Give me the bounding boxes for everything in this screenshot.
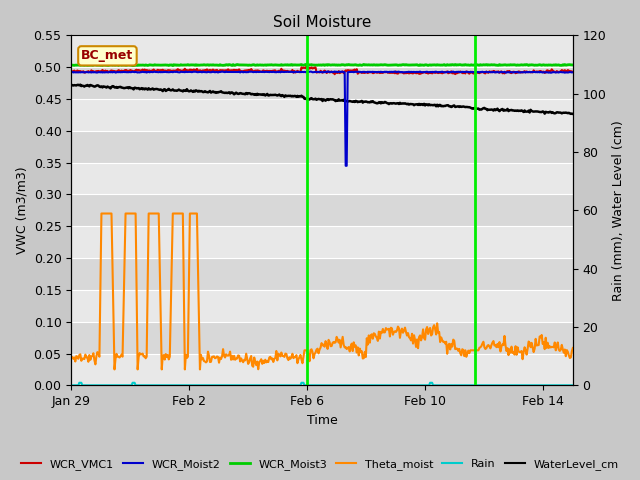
Legend: WCR_VMC1, WCR_Moist2, WCR_Moist3, Theta_moist, Rain, WaterLevel_cm: WCR_VMC1, WCR_Moist2, WCR_Moist3, Theta_…	[17, 455, 623, 474]
Bar	[71, 99, 573, 131]
Bar	[71, 226, 573, 258]
X-axis label: Time: Time	[307, 414, 337, 427]
Bar	[71, 194, 573, 226]
Bar	[71, 290, 573, 322]
Bar	[71, 131, 573, 163]
Bar	[71, 163, 573, 194]
Y-axis label: Rain (mm), Water Level (cm): Rain (mm), Water Level (cm)	[612, 120, 625, 300]
Bar	[71, 258, 573, 290]
Text: BC_met: BC_met	[81, 49, 134, 62]
Title: Soil Moisture: Soil Moisture	[273, 15, 371, 30]
Bar	[71, 322, 573, 353]
Bar	[71, 67, 573, 99]
Bar	[71, 36, 573, 67]
Bar	[71, 353, 573, 385]
Y-axis label: VWC (m3/m3): VWC (m3/m3)	[15, 167, 28, 254]
